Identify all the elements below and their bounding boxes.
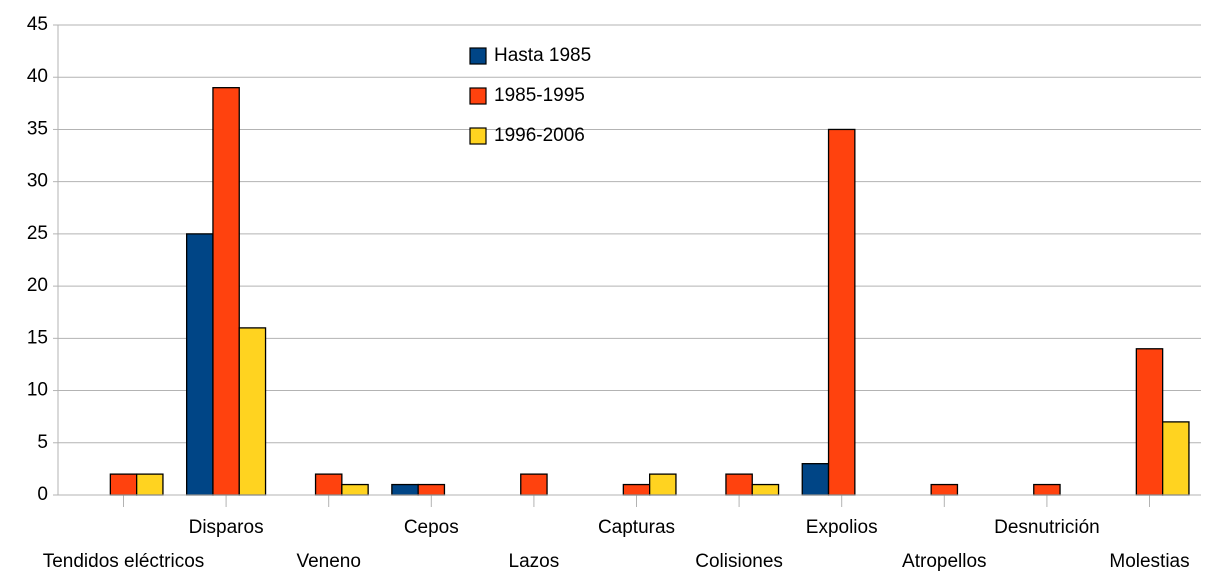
bar bbox=[801, 463, 830, 496]
y-tick-label: 20 bbox=[27, 275, 48, 296]
x-tick-label: Expolios bbox=[806, 517, 878, 538]
x-tick-label: Colisiones bbox=[695, 551, 783, 572]
bar bbox=[391, 483, 419, 496]
y-tick-label: 5 bbox=[37, 432, 48, 453]
bar bbox=[341, 483, 369, 496]
x-tick-label: Disparos bbox=[189, 517, 264, 538]
x-tick-label: Veneno bbox=[296, 551, 360, 572]
bar bbox=[649, 473, 677, 496]
bar bbox=[417, 483, 446, 496]
x-tick-label: Capturas bbox=[598, 517, 675, 538]
bar bbox=[1162, 421, 1190, 496]
bar bbox=[622, 483, 651, 496]
x-tick-label: Tendidos eléctricos bbox=[43, 551, 205, 572]
x-tick-label: Lazos bbox=[509, 551, 560, 572]
bar bbox=[185, 233, 214, 496]
legend-swatch bbox=[469, 127, 487, 145]
x-tick-label: Molestias bbox=[1109, 551, 1189, 572]
y-tick-label: 40 bbox=[27, 66, 48, 87]
legend-label: Hasta 1985 bbox=[494, 45, 591, 66]
bar bbox=[930, 483, 959, 496]
bar bbox=[751, 483, 780, 496]
legend-swatch bbox=[469, 87, 487, 105]
legend-swatch bbox=[469, 47, 487, 65]
y-tick-label: 10 bbox=[27, 380, 48, 401]
y-tick-label: 15 bbox=[27, 327, 48, 348]
bar bbox=[520, 473, 548, 496]
y-tick-label: 35 bbox=[27, 118, 48, 139]
x-tick-label: Cepos bbox=[404, 517, 459, 538]
bar bbox=[314, 473, 343, 496]
bar bbox=[109, 473, 138, 496]
bar bbox=[212, 87, 240, 496]
legend-label: 1996-2006 bbox=[494, 125, 585, 146]
x-tick-label: Desnutrición bbox=[994, 517, 1100, 538]
legend-label: 1985-1995 bbox=[494, 85, 585, 106]
bar bbox=[1033, 483, 1061, 496]
y-tick-label: 25 bbox=[27, 223, 48, 244]
bar bbox=[135, 473, 164, 496]
bar bbox=[1135, 348, 1164, 496]
bar bbox=[725, 473, 753, 496]
bar bbox=[827, 128, 856, 496]
bar bbox=[238, 327, 267, 496]
y-tick-label: 0 bbox=[37, 484, 48, 505]
x-tick-label: Atropellos bbox=[902, 551, 987, 572]
y-tick-label: 30 bbox=[27, 171, 48, 192]
y-tick-label: 45 bbox=[27, 14, 48, 35]
